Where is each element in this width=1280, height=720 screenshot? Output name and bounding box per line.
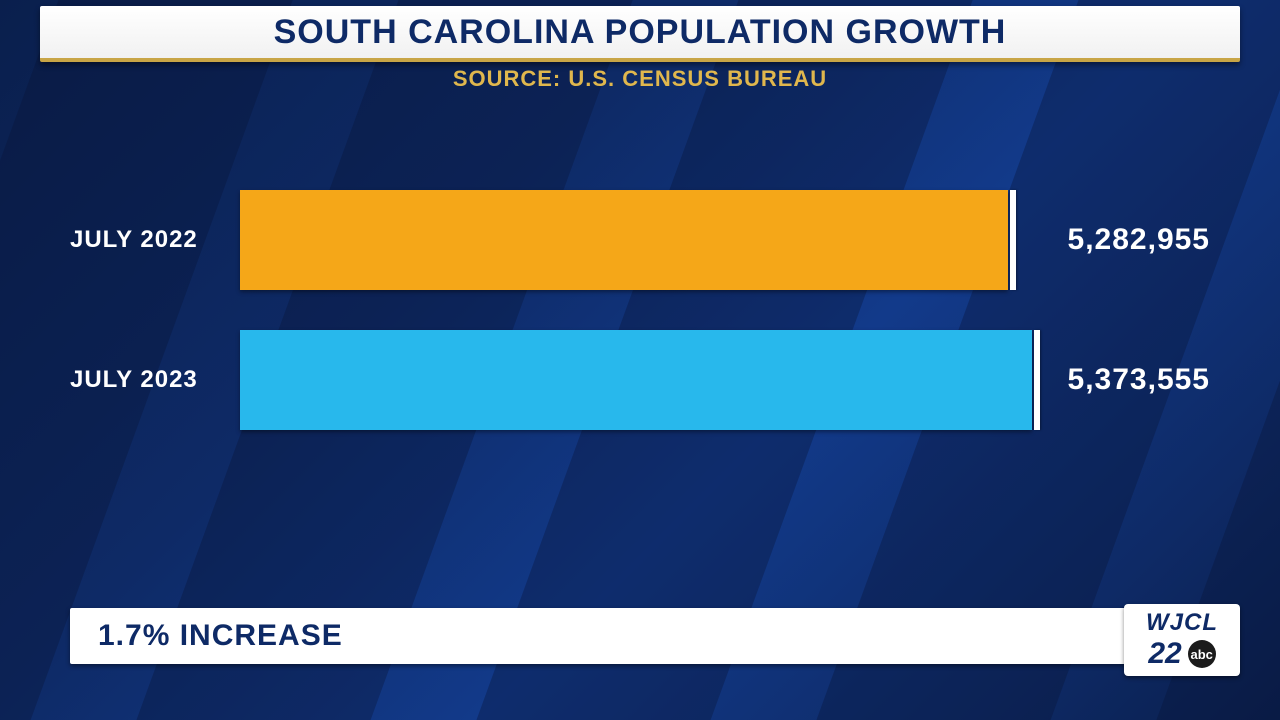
row-label: JULY 2022 — [70, 226, 240, 254]
station-bug: WJCL 22 abc — [1124, 604, 1240, 676]
row-value: 5,282,955 — [1068, 223, 1210, 257]
station-lower: 22 abc — [1148, 637, 1215, 671]
bar-track — [240, 330, 1040, 430]
chart-row-2022: JULY 2022 5,282,955 — [70, 190, 1210, 290]
bar-chart: JULY 2022 5,282,955 JULY 2023 5,373,555 — [70, 190, 1210, 470]
bar-2023 — [240, 330, 1032, 430]
row-label: JULY 2023 — [70, 366, 240, 394]
title-text: SOUTH CAROLINA POPULATION GROWTH — [274, 13, 1007, 52]
subtitle-text: SOURCE: U.S. CENSUS BUREAU — [0, 66, 1280, 92]
bar-track — [240, 190, 1040, 290]
news-graphic: SOUTH CAROLINA POPULATION GROWTH SOURCE:… — [0, 0, 1280, 720]
title-bar: SOUTH CAROLINA POPULATION GROWTH — [40, 6, 1240, 62]
footer-text: 1.7% INCREASE — [98, 619, 343, 653]
footer-band: 1.7% INCREASE — [70, 608, 1210, 664]
chart-row-2023: JULY 2023 5,373,555 — [70, 330, 1210, 430]
network-badge: abc — [1188, 640, 1216, 668]
station-call-letters: WJCL — [1146, 609, 1218, 637]
row-value: 5,373,555 — [1068, 363, 1210, 397]
bar-2022 — [240, 190, 1008, 290]
station-number: 22 — [1148, 637, 1181, 671]
